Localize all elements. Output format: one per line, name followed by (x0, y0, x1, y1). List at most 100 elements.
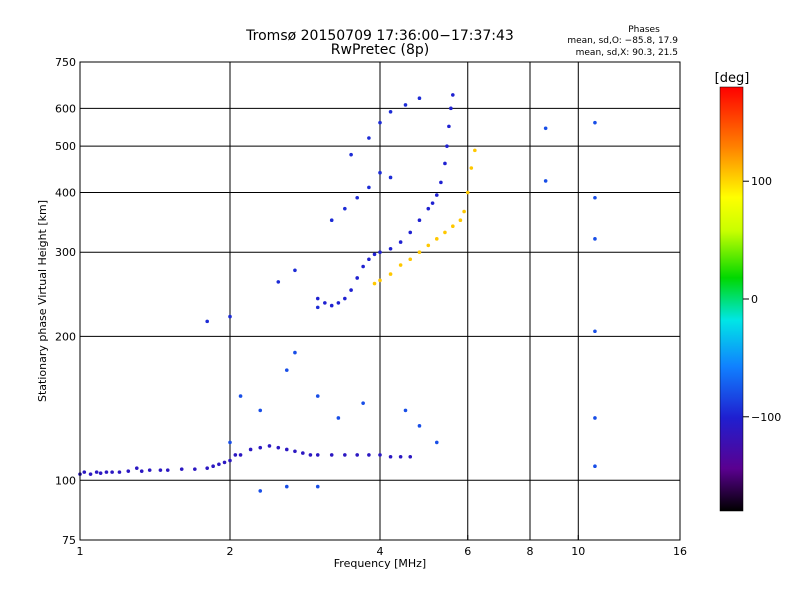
data-point (426, 243, 431, 248)
data-point (593, 416, 597, 420)
data-point (378, 170, 382, 175)
data-point (388, 175, 393, 180)
data-point (355, 276, 359, 280)
data-point (329, 453, 334, 457)
data-point (443, 161, 447, 166)
data-point (462, 209, 466, 214)
y-tick-label: 750 (55, 56, 76, 69)
data-point (179, 467, 184, 471)
data-point (593, 195, 597, 200)
data-point (449, 106, 453, 111)
data-point (315, 394, 320, 398)
data-point (258, 489, 263, 493)
data-point (451, 93, 455, 97)
data-point (408, 230, 413, 235)
data-point (372, 281, 377, 286)
data-point (139, 469, 144, 473)
data-point (284, 368, 289, 372)
data-point (293, 268, 297, 273)
data-point (315, 305, 320, 310)
data-point (336, 416, 341, 420)
data-point (543, 179, 548, 183)
data-point (301, 451, 305, 455)
y-tick-label: 200 (55, 330, 76, 343)
data-point (388, 454, 393, 459)
data-point (349, 152, 353, 157)
data-point (593, 329, 597, 334)
data-point (147, 468, 152, 472)
data-point (228, 314, 232, 319)
data-point (308, 453, 313, 457)
colorbar-label: [deg] (715, 71, 750, 86)
data-point (193, 467, 197, 471)
data-point (388, 110, 393, 114)
data-point (361, 264, 365, 269)
x-tick-label: 8 (527, 545, 534, 558)
data-point (336, 301, 341, 305)
colorbar (719, 86, 744, 512)
data-point (98, 471, 103, 475)
data-point (315, 453, 320, 457)
x-tick-label: 1 (77, 545, 84, 558)
data-point (217, 462, 221, 467)
data-point (329, 218, 334, 223)
data-point (205, 319, 209, 324)
data-point (329, 303, 334, 308)
data-point (378, 120, 382, 125)
data-point (349, 288, 353, 292)
data-point (443, 230, 447, 235)
data-point (434, 440, 439, 445)
data-point (398, 454, 403, 459)
y-tick-label: 300 (55, 246, 76, 259)
data-point (258, 408, 263, 413)
data-point (408, 257, 413, 262)
x-tick-label: 4 (377, 545, 384, 558)
data-point (417, 218, 422, 223)
y-axis-label: Stationary phase Virtual Height [km] (36, 200, 49, 402)
y-tick-label: 600 (55, 102, 76, 115)
data-point (417, 96, 422, 100)
data-point (284, 447, 289, 452)
data-point (458, 218, 463, 223)
data-point (284, 484, 289, 489)
data-point (238, 453, 243, 457)
x-tick-label: 2 (227, 545, 234, 558)
data-point (222, 460, 227, 465)
chart-title: Tromsø 20150709 17:36:00−17:37:43 (245, 28, 514, 44)
data-point (367, 185, 371, 190)
data-point (355, 195, 359, 200)
colorbar-tick-label: 0 (751, 293, 758, 306)
data-point (104, 470, 109, 474)
x-axis-ticks: 1 2 4 6 8 10 16 (77, 535, 687, 558)
data-point (372, 252, 377, 257)
data-point (434, 237, 439, 241)
data-point (378, 250, 382, 255)
data-point (593, 464, 597, 469)
data-point (94, 470, 99, 474)
data-point (367, 257, 371, 262)
data-point (434, 193, 439, 197)
data-point (158, 468, 163, 472)
x-tick-label: 6 (464, 545, 471, 558)
data-point (228, 440, 232, 445)
data-point (110, 470, 114, 474)
data-point (276, 445, 281, 450)
y-tick-label: 400 (55, 186, 76, 199)
y-axis-ticks: 75 100 200 300 400 500 600 750 (55, 56, 76, 547)
data-point (343, 296, 347, 301)
x-axis-label: Frequency [MHz] (334, 557, 426, 570)
colorbar-tick-label: −100 (751, 411, 781, 424)
data-point (117, 470, 122, 474)
data-point (267, 444, 272, 448)
data-point (367, 136, 371, 140)
data-point (403, 103, 408, 107)
data-point (355, 453, 359, 457)
data-point (343, 453, 347, 457)
data-point (82, 470, 87, 474)
data-point (426, 206, 431, 211)
data-point (469, 166, 474, 170)
data-point (361, 401, 365, 405)
data-point (378, 453, 382, 457)
data-point (398, 263, 403, 267)
